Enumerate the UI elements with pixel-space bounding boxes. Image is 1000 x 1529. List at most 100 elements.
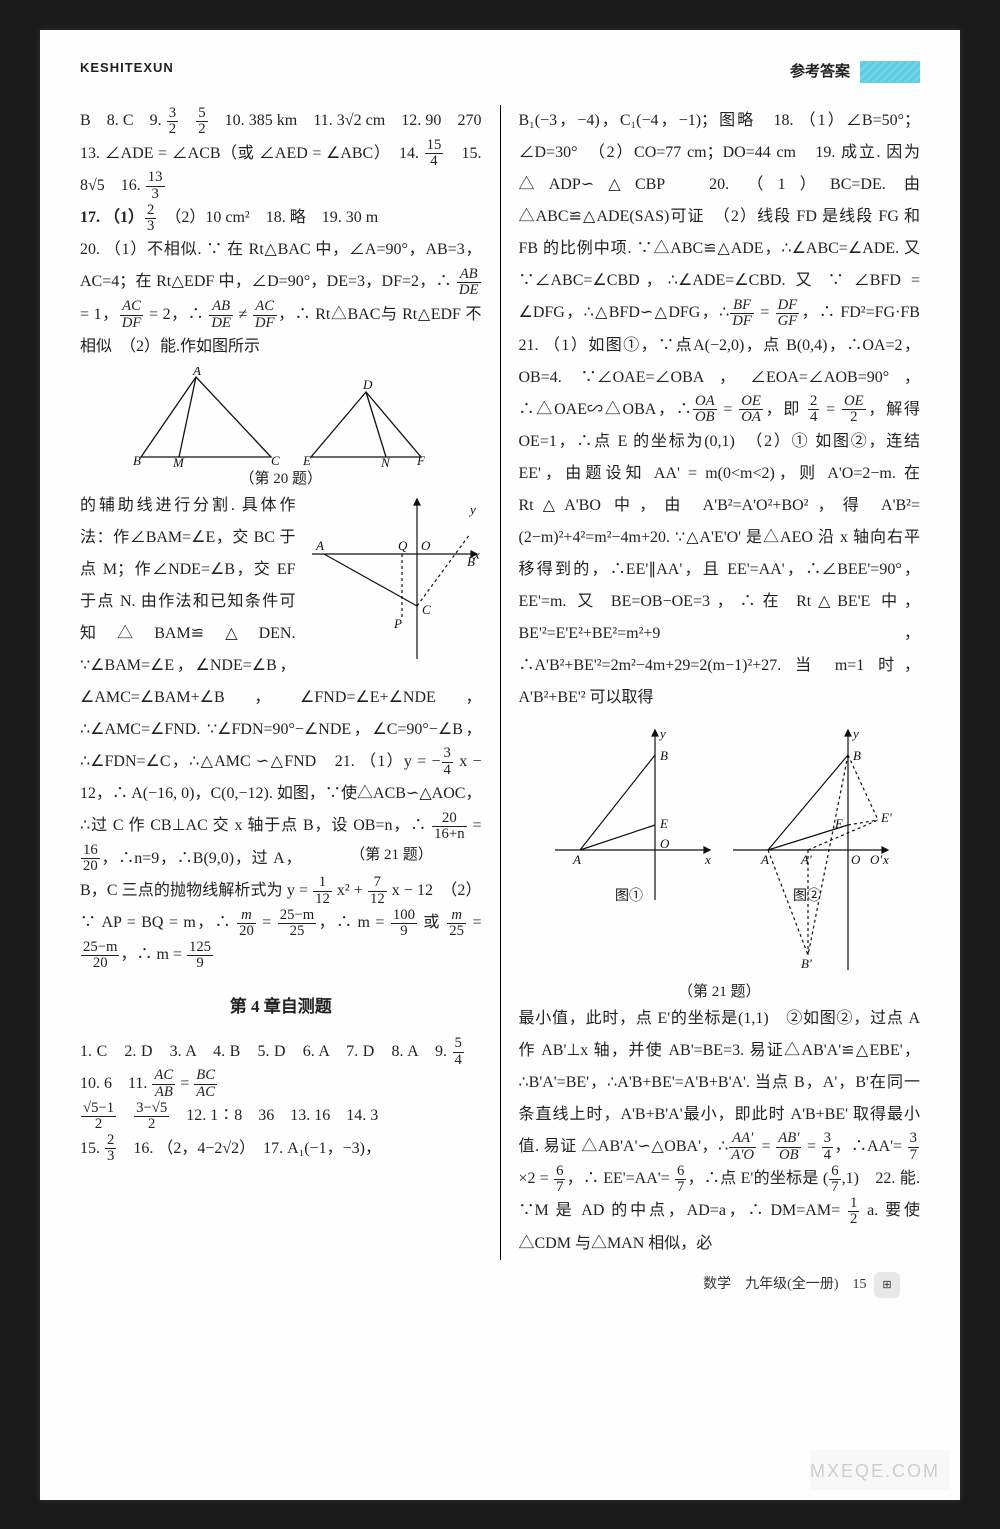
frac: 154	[425, 138, 444, 170]
frac: m20	[237, 908, 256, 940]
t: =	[755, 304, 775, 321]
frac: 1259	[187, 940, 213, 972]
svg-text:B: B	[133, 453, 141, 467]
frac: ACDF	[120, 299, 144, 331]
frac: m25	[447, 908, 466, 940]
t: 或	[418, 914, 446, 931]
t: = 1，	[80, 306, 119, 323]
frac: OE2	[842, 394, 866, 426]
svg-text:A: A	[572, 852, 581, 867]
caption-q21b: （第 21 题）	[519, 982, 921, 1003]
svg-text:E': E'	[880, 810, 892, 825]
svg-text:O: O	[421, 538, 431, 553]
t	[117, 1107, 133, 1124]
t: B 8. C 9.	[80, 112, 166, 129]
t: ，∴ EE'=AA'=	[566, 1170, 674, 1187]
frac: √5−12	[81, 1101, 116, 1133]
header-right: 参考答案	[790, 64, 850, 80]
frac: 1009	[391, 908, 417, 940]
svg-text:E: E	[302, 453, 311, 467]
frac: DFGF	[776, 298, 800, 330]
frac: 25−m25	[278, 908, 316, 940]
svg-text:B': B'	[801, 956, 812, 971]
frac: 54	[453, 1036, 464, 1068]
page-header: KESHITEXUN 参考答案	[40, 60, 960, 95]
watermark: MXEQE.COM	[810, 1461, 940, 1482]
svg-text:x: x	[704, 852, 711, 867]
frac: 52	[196, 106, 207, 138]
t	[179, 112, 195, 129]
svg-text:F: F	[416, 453, 426, 467]
t: =	[467, 914, 481, 931]
svg-text:y: y	[851, 726, 859, 741]
svg-text:O: O	[660, 836, 670, 851]
t: 最小值，此时，点 E'的坐标是(1,1) ②如图②，过点 A 作 AB'⊥x 轴…	[519, 1010, 921, 1155]
t: 12. 1∶8 36 13. 16 14. 3	[170, 1107, 378, 1124]
frac: ACAB	[152, 1068, 175, 1100]
frac: 712	[368, 875, 387, 907]
page-footer: 数学 九年级(全一册) 15 ⊞	[40, 1260, 960, 1298]
t: 17. （1）	[80, 209, 144, 226]
svg-text:图①: 图①	[615, 888, 643, 904]
section-title: 第 4 章自测题	[80, 990, 482, 1024]
frac: 34	[442, 746, 453, 778]
svg-text:图②: 图②	[793, 888, 821, 904]
frac: 1620	[81, 843, 100, 875]
svg-text:x: x	[882, 852, 889, 867]
frac: 12	[848, 1196, 859, 1228]
svg-text:B: B	[660, 748, 668, 763]
frac: 23	[145, 203, 156, 235]
frac: 25−m20	[81, 940, 119, 972]
t: 15.	[80, 1140, 104, 1157]
frac: 34	[822, 1131, 833, 1163]
footer-badge-icon: ⊞	[874, 1272, 900, 1298]
diagram-q21a: yAQOB xPC	[302, 494, 482, 664]
t: ，即	[764, 401, 807, 418]
svg-text:D: D	[362, 377, 373, 392]
frac: ABDE	[457, 267, 481, 299]
svg-text:A: A	[315, 538, 324, 553]
svg-text:N: N	[380, 455, 391, 467]
frac: 3−√52	[134, 1101, 169, 1133]
t: ，∴AA'=	[834, 1138, 907, 1155]
header-badge	[860, 61, 920, 83]
t: （2）10 cm² 18. 略 19. 30 m	[157, 209, 378, 226]
frac: 67	[554, 1164, 565, 1196]
right-column: B₁(−3，−4)，C₁(−4，−1)；图略 18. （1）∠B=50°；∠D=…	[500, 105, 921, 1259]
t: =	[757, 1138, 775, 1155]
frac: ABDE	[209, 299, 233, 331]
svg-text:A': A'	[800, 852, 812, 867]
t: =	[257, 914, 277, 931]
t: x² +	[333, 882, 367, 899]
t: B₁(−3，−4)，C₁(−4，−1)；图略 18. （1）∠B=50°；∠D=…	[519, 112, 921, 321]
caption-q20: （第 20 题）	[80, 469, 482, 490]
t: ≠	[234, 306, 252, 323]
svg-text:B: B	[853, 748, 861, 763]
t: ，∴ m =	[120, 946, 185, 963]
svg-text:C: C	[422, 602, 431, 617]
svg-text:E: E	[834, 816, 843, 831]
t: ，解得 OE=1，∴点 E 的坐标为(0,1) （2）① 如图②，连结 EE'，…	[519, 401, 921, 706]
svg-text:y: y	[658, 726, 666, 741]
t: 20. （1）不相似. ∵ 在 Rt△BAC 中，∠A=90°，AB=3，AC=…	[80, 241, 482, 290]
frac: 67	[675, 1164, 686, 1196]
frac: 112	[313, 875, 332, 907]
frac: 23	[105, 1133, 116, 1165]
svg-text:y: y	[468, 502, 476, 517]
header-right-wrap: 参考答案	[790, 60, 920, 83]
frac: 2016+n	[432, 811, 466, 843]
frac: BCAC	[194, 1068, 217, 1100]
svg-text:E: E	[659, 816, 668, 831]
caption-q21a: （第 21 题）	[302, 845, 482, 866]
svg-text:C: C	[271, 453, 280, 467]
diagram-q20: ABMC DENF	[131, 367, 431, 467]
frac: 24	[808, 394, 819, 426]
frac: BFDF	[730, 298, 754, 330]
svg-text:A: A	[192, 367, 201, 378]
frac: 37	[908, 1131, 919, 1163]
t: =	[472, 817, 481, 834]
t: 1. C 2. D 3. A 4. B 5. D 6. A 7. D 8. A …	[80, 1043, 452, 1060]
t: ，∴点 E'的坐标是 (	[687, 1170, 828, 1187]
svg-text:O': O'	[870, 852, 882, 867]
columns: B 8. C 9. 32 52 10. 385 km 11. 3√2 cm 12…	[40, 95, 960, 1259]
